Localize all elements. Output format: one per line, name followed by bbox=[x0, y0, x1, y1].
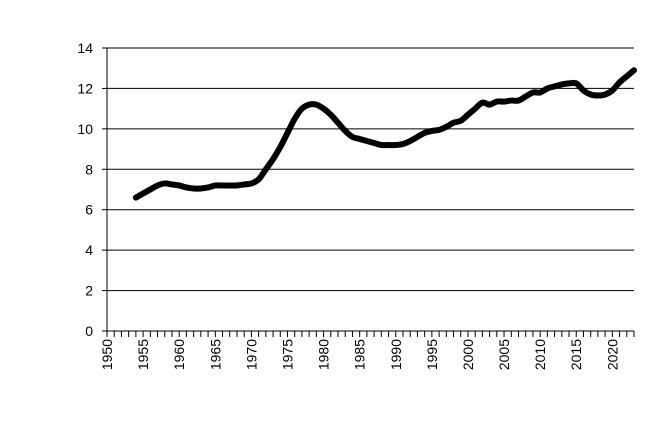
x-axis-ticks bbox=[106, 331, 635, 337]
y-tick-label: 10 bbox=[77, 121, 93, 137]
x-tick-label: 1950 bbox=[99, 339, 115, 370]
x-tick-label: 1975 bbox=[279, 339, 295, 370]
x-tick-label: 1980 bbox=[316, 339, 332, 370]
y-tick-label: 14 bbox=[77, 40, 93, 56]
x-tick-label: 2010 bbox=[532, 339, 548, 370]
y-tick-label: 8 bbox=[85, 161, 93, 177]
y-axis-tick-labels: 0 2 4 6 8 10 12 14 bbox=[77, 40, 107, 339]
gridlines bbox=[107, 47, 634, 292]
x-tick-label: 1965 bbox=[207, 339, 223, 370]
x-tick-label: 2005 bbox=[496, 339, 512, 370]
x-tick-label: 1995 bbox=[424, 339, 440, 370]
y-tick-label: 12 bbox=[77, 80, 93, 96]
y-tick-label: 6 bbox=[85, 202, 93, 218]
x-tick-label: 1985 bbox=[352, 339, 368, 370]
x-tick-label: 2015 bbox=[568, 339, 584, 370]
y-tick-label: 0 bbox=[85, 323, 93, 339]
x-axis-tick-labels: 1950 1955 1960 1965 1970 1975 1980 1985 1990 1995… bbox=[99, 339, 620, 370]
x-tick-label: 1990 bbox=[388, 339, 404, 370]
x-tick-label: 1970 bbox=[243, 339, 259, 370]
x-tick-label: 1955 bbox=[135, 339, 151, 370]
x-tick-label: 1960 bbox=[171, 339, 187, 370]
x-tick-label: 2000 bbox=[460, 339, 476, 370]
y-tick-label: 2 bbox=[85, 283, 93, 299]
x-tick-label: 2020 bbox=[604, 339, 620, 370]
series-line bbox=[132, 67, 637, 201]
y-tick-label: 4 bbox=[85, 242, 93, 258]
